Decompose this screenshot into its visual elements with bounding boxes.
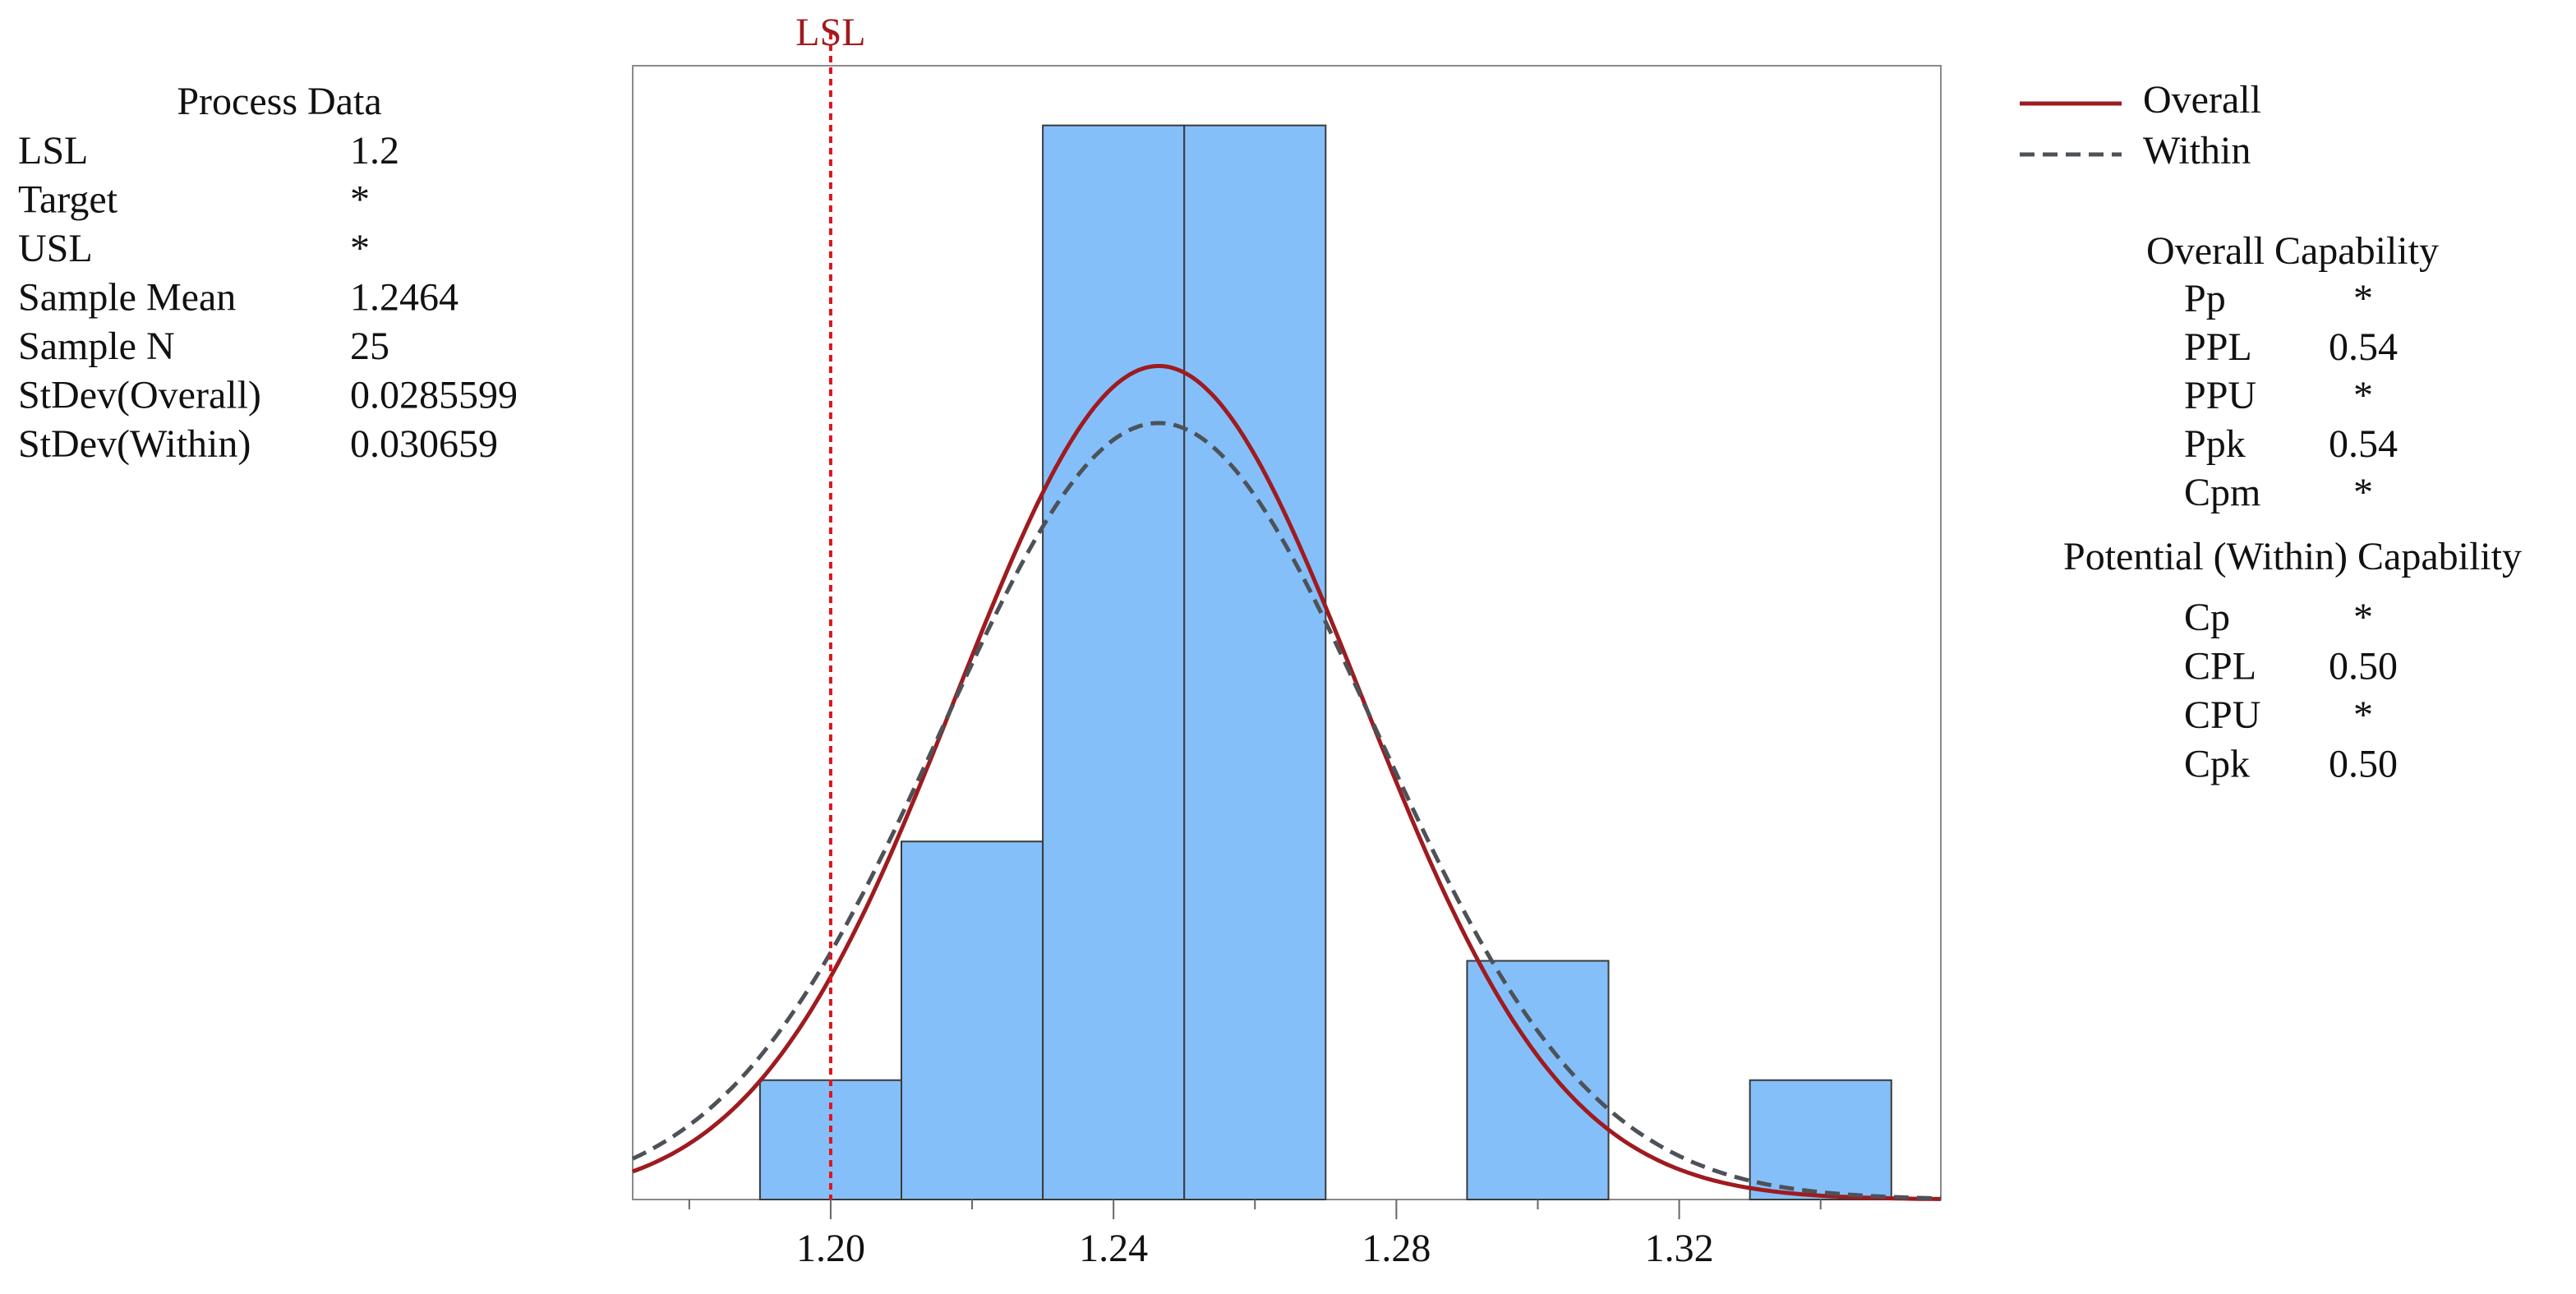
row-value: * [350, 178, 370, 222]
row-value: 25 [350, 325, 389, 368]
row-label: PPL [2184, 325, 2252, 369]
bar [1183, 124, 1327, 1200]
row-value: 0.50 [2329, 645, 2398, 688]
row-value: 1.2 [350, 129, 399, 173]
row-label: StDev(Within) [18, 422, 251, 466]
row-label: Cp [2184, 596, 2230, 639]
row-label: CPL [2184, 645, 2256, 688]
row-value: * [2353, 471, 2373, 514]
x-tick-label: 1.20 [796, 1227, 865, 1270]
row-value: * [2353, 374, 2373, 417]
bar [901, 840, 1044, 1201]
row-value: 0.54 [2329, 422, 2398, 466]
row-label: CPU [2184, 693, 2260, 737]
row-label: PPU [2184, 374, 2256, 417]
overall-capability-title: Overall Capability [2146, 229, 2439, 273]
row-value: 1.2464 [350, 276, 459, 320]
row-label: LSL [18, 129, 88, 173]
potential-capability-title: Potential (Within) Capability [2063, 535, 2522, 578]
row-value: * [2353, 596, 2373, 639]
process-data-title: Process Data [177, 80, 381, 123]
row-label: Pp [2184, 277, 2226, 320]
fit-curve [631, 421, 1942, 1201]
legend-label: Overall [2143, 78, 2261, 122]
row-label: Target [18, 178, 118, 222]
row-value: 0.0285599 [350, 374, 518, 417]
bar [1466, 960, 1610, 1200]
bar [1749, 1079, 1892, 1200]
legend-label: Within [2143, 129, 2251, 173]
row-label: Sample N [18, 325, 175, 368]
lsl-label: LSL [795, 11, 865, 54]
row-label: StDev(Overall) [18, 374, 261, 417]
row-label: Cpm [2184, 471, 2260, 514]
row-label: USL [18, 227, 93, 270]
row-label: Cpk [2184, 743, 2250, 786]
fit-curve [632, 364, 1941, 1201]
row-value: 0.50 [2329, 743, 2398, 786]
row-value: * [2353, 277, 2373, 320]
x-tick-label: 1.24 [1079, 1227, 1148, 1270]
row-label: Sample Mean [18, 276, 236, 320]
bar [1042, 124, 1186, 1200]
x-tick-label: 1.28 [1362, 1227, 1431, 1270]
row-value: 0.030659 [350, 422, 498, 466]
row-value: * [350, 227, 370, 270]
row-value: * [2353, 693, 2373, 737]
row-value: 0.54 [2329, 325, 2398, 369]
row-label: Ppk [2184, 422, 2246, 466]
x-tick-label: 1.32 [1645, 1227, 1714, 1270]
